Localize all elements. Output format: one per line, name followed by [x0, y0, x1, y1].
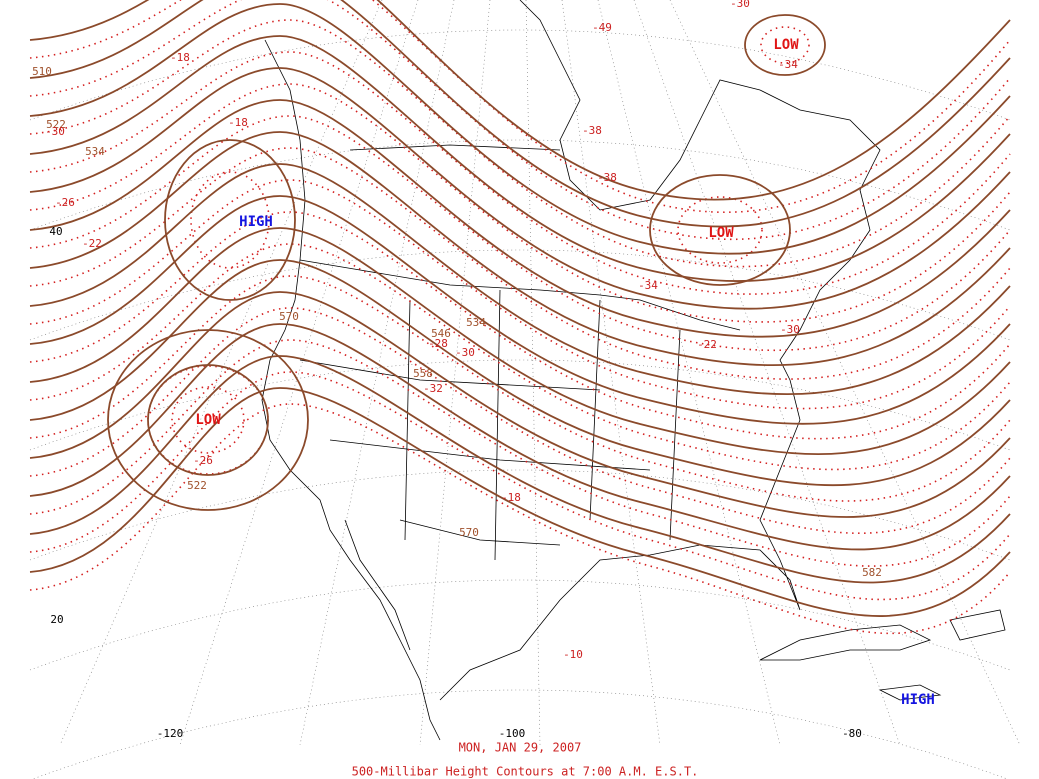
height-contour: [29, 67, 1011, 310]
height-contour: [29, 0, 1011, 228]
high-pressure: HIGH: [239, 214, 273, 230]
height-label: 570: [459, 526, 479, 539]
high-pressure: HIGH: [901, 692, 935, 708]
height-label: 582: [862, 566, 882, 579]
temp-label: -32: [423, 382, 443, 395]
meridian: [419, 0, 491, 746]
height-contour: [29, 387, 1011, 617]
temp-label: -18: [228, 116, 248, 129]
caption: 500-Millibar Height Contours at 7:00 A.M…: [352, 765, 699, 779]
temp-label: -49: [592, 21, 612, 34]
latitude-label: 20: [50, 613, 63, 626]
meridian: [59, 0, 383, 746]
low-pressure: LOW: [773, 37, 799, 53]
height-label: 546: [431, 327, 451, 340]
height-contour: [29, 323, 1011, 551]
closed-contour: [649, 174, 791, 286]
longitude-label: -120: [157, 727, 184, 740]
closed-temperature: [760, 26, 810, 64]
height-label: 522: [187, 479, 207, 492]
height-label: 522: [46, 118, 66, 131]
temp-label: -30: [45, 125, 65, 138]
height-contour: [29, 3, 1011, 255]
temperature-contour: [29, 83, 1011, 323]
closed-temperature: [190, 171, 270, 269]
temp-label: -28: [428, 337, 448, 350]
temp-label: -26: [193, 454, 213, 467]
temp-label: -38: [597, 171, 617, 184]
temp-label: -34: [638, 279, 658, 292]
temperature-contours: [29, 0, 1011, 635]
height-contour: [29, 35, 1011, 282]
closed-contour: [164, 139, 296, 301]
height-contour: [29, 99, 1011, 338]
height-label: 534: [85, 145, 105, 158]
height-contour: [29, 227, 1011, 456]
closed-contour: [744, 14, 826, 76]
temp-label: -10: [563, 648, 583, 661]
parallel: [29, 29, 1011, 121]
temp-label: -38: [582, 124, 602, 137]
height-contour: [29, 259, 1011, 487]
temperature-contour: [29, 179, 1011, 410]
longitude-label: -80: [842, 727, 862, 740]
lat-lon-grid: [29, 0, 1021, 779]
temp-label: -34: [778, 58, 798, 71]
temp-label: -30: [455, 346, 475, 359]
closed-temperature: [171, 386, 245, 454]
temp-label: -18: [501, 491, 521, 504]
temperature-contour: [29, 275, 1011, 502]
temp-label: -18: [170, 51, 190, 64]
height-contour: [29, 291, 1011, 518]
closed-contour: [147, 364, 269, 476]
meridian: [525, 0, 541, 746]
height-label: 570: [279, 310, 299, 323]
labels: 510 522 -30 534 -26 -22 -18 -18 -26 522 …: [32, 0, 935, 779]
temperature-contour: [29, 243, 1011, 471]
parallel: [31, 689, 1009, 779]
longitude-label: -100: [499, 727, 526, 740]
height-contours: [29, 0, 1011, 617]
latitude-label: 40: [49, 225, 62, 238]
temperature-contour: [29, 147, 1011, 380]
height-contour: [29, 163, 1011, 396]
height-label: 534: [466, 316, 486, 329]
height-contour: [29, 0, 1011, 201]
closed-contour: [107, 329, 309, 511]
temperature-contour: [29, 19, 1011, 268]
low-pressure: LOW: [708, 225, 734, 241]
temperature-contour: [29, 339, 1011, 567]
temp-label: -26: [55, 196, 75, 209]
low-pressure: LOW: [195, 412, 221, 428]
parallel: [29, 579, 1011, 671]
temperature-contour: [29, 115, 1011, 352]
height-label: 510: [32, 65, 52, 78]
date: MON, JAN 29, 2007: [459, 741, 582, 755]
height-contour: [29, 131, 1011, 366]
parallel: [29, 249, 1011, 341]
temp-label: -22: [697, 338, 717, 351]
temp-label: -22: [82, 237, 102, 250]
temp-label: -30: [780, 323, 800, 336]
parallel: [29, 359, 1011, 451]
parallel: [29, 139, 1011, 231]
height-label: 558: [413, 367, 433, 380]
islands: [759, 609, 1006, 701]
height-contour: [29, 195, 1011, 425]
parallel: [29, 469, 1011, 561]
temperature-contour: [29, 51, 1011, 295]
temp-label: -30: [730, 0, 750, 10]
closed-temperature: [677, 196, 763, 264]
height-contour: [29, 355, 1011, 584]
